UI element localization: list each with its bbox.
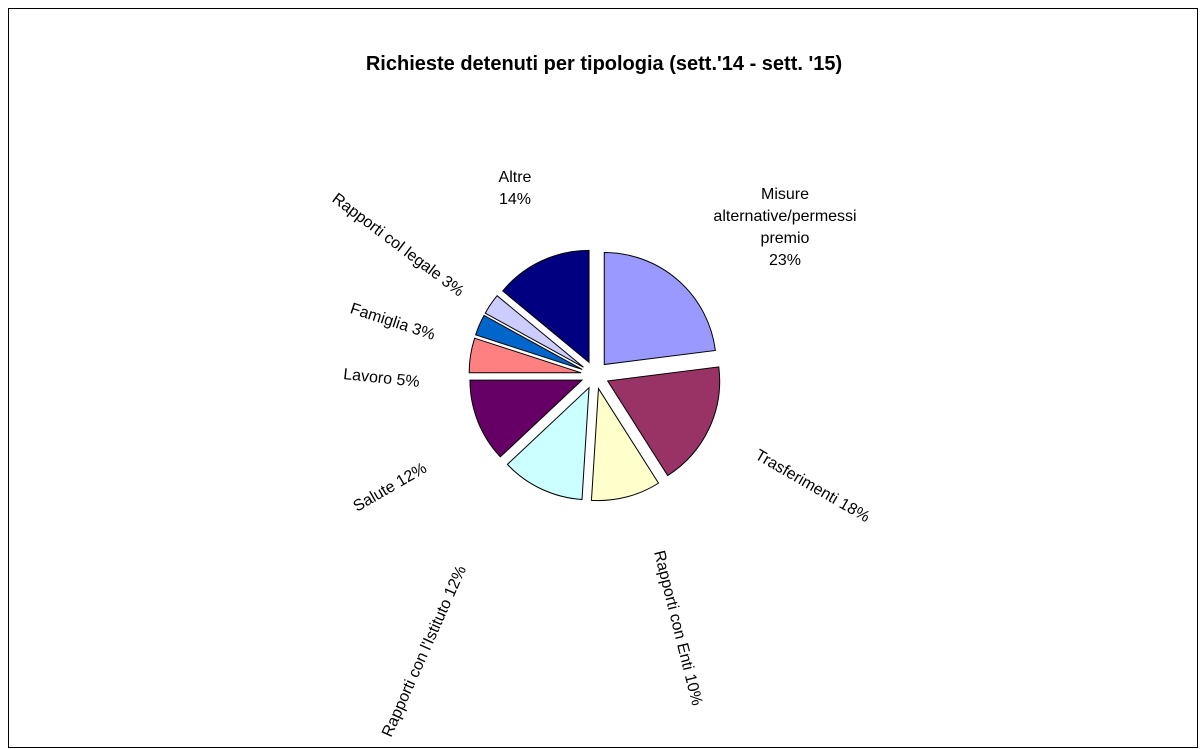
pie-slice-rapporti-con-l-istituto <box>506 386 590 500</box>
pie-slice-rapporti-con-enti <box>590 386 660 502</box>
chart-frame: Richieste detenuti per tipologia (sett.'… <box>8 8 1198 748</box>
slice-label-rapporti-con-l-istituto: Rapporti con l'Istituto 12% <box>379 563 470 739</box>
pie-chart: Misure alternative/permessi premio 23% Trasf… <box>329 169 873 740</box>
slice-label-rapporti-col-legale: Rapporti col legale 3% <box>329 190 467 300</box>
pie-slice-rapporti-col-legale <box>484 295 584 368</box>
chart-title: Richieste detenuti per tipologia (sett.'… <box>365 53 843 75</box>
slice-label-rapporti-con-enti: Rapporti con Enti 10% <box>650 549 705 708</box>
pie-slice-famiglia <box>475 314 583 370</box>
pie-slice-misure-alternative-permessi-premio <box>603 251 716 366</box>
slice-label-salute: Salute 12% <box>351 460 430 516</box>
slice-label-lavoro: Lavoro 5% <box>343 366 421 391</box>
pie-slice-lavoro <box>468 337 582 374</box>
slice-label-misure-alternative-permessi-premio: Misure alternative/permessi premio 23% <box>713 186 856 269</box>
pie-slice-altre <box>502 249 590 364</box>
slice-label-altre: Altre 14% <box>499 169 532 208</box>
pie-slice-trasferimenti <box>606 366 721 477</box>
slice-label-famiglia: Famiglia 3% <box>348 300 437 343</box>
slice-label-trasferimenti: Trasferimenti 18% <box>752 447 872 526</box>
pie-slice-salute <box>469 379 584 458</box>
